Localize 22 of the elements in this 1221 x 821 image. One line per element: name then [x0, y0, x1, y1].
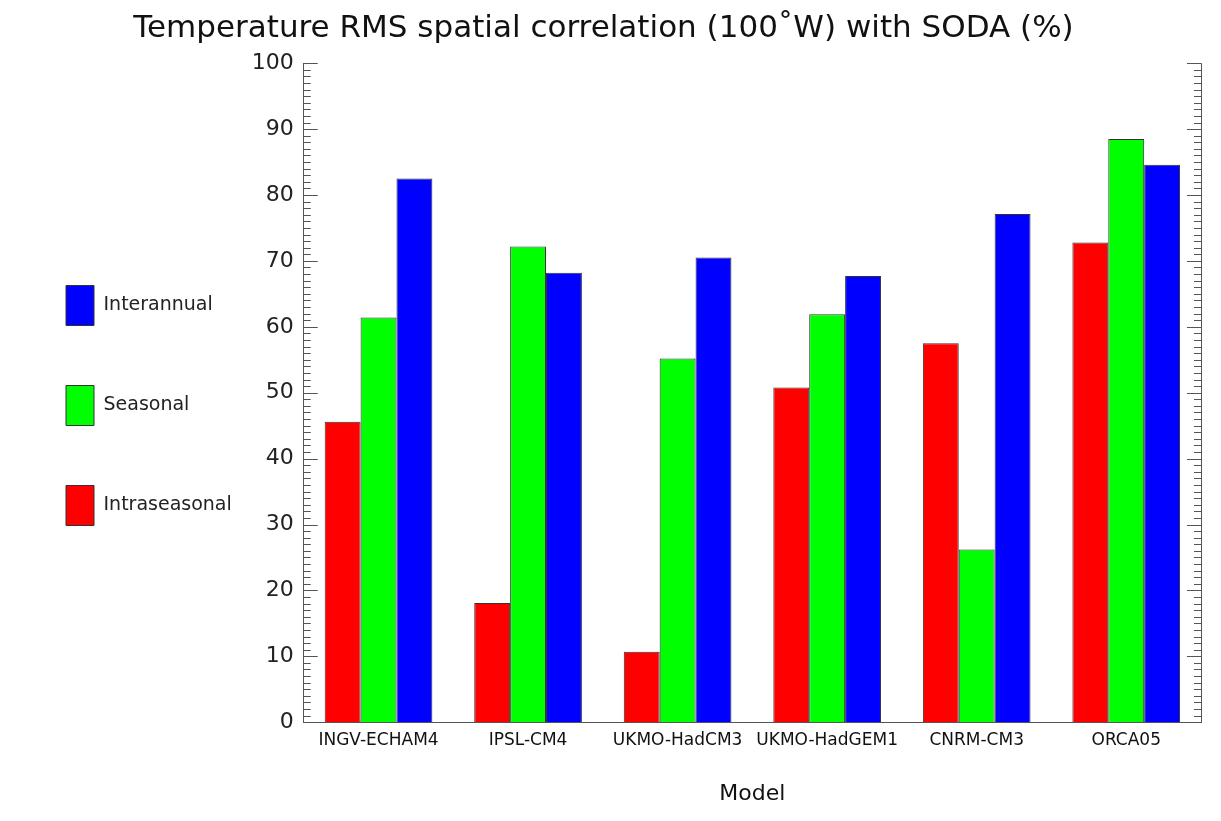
y-tick-label: 90 [265, 114, 294, 140]
legend-label: Intraseasonal [103, 492, 232, 515]
x-tick-label: INGV-ECHAM4 [318, 728, 439, 749]
legend-label: Interannual [103, 292, 213, 315]
y-tick-label: 0 [279, 707, 294, 733]
y-tick-label: 40 [265, 444, 294, 470]
chart-title: Temperature RMS spatial correlation (100˚W) with SODA (%) [132, 7, 1074, 44]
x-tick-label: UKMO-HadCM3 [612, 728, 743, 749]
x-tick-label: CNRM-CM3 [929, 728, 1024, 749]
legend-label: Seasonal [103, 392, 190, 415]
y-tick-label: 50 [265, 378, 294, 404]
y-tick-label: 60 [265, 312, 294, 338]
y-tick-label: 100 [251, 48, 294, 74]
y-tick-label: 30 [265, 510, 294, 536]
x-tick-label: IPSL-CM4 [488, 728, 568, 749]
x-tick-label: ORCA05 [1091, 728, 1161, 749]
y-tick-label: 80 [265, 180, 294, 206]
x-axis-title: Model [719, 779, 786, 805]
y-tick-label: 20 [265, 576, 294, 602]
x-tick-label: UKMO-HadGEM1 [756, 728, 898, 749]
y-tick-label: 10 [265, 642, 294, 668]
y-tick-label: 70 [265, 246, 294, 272]
